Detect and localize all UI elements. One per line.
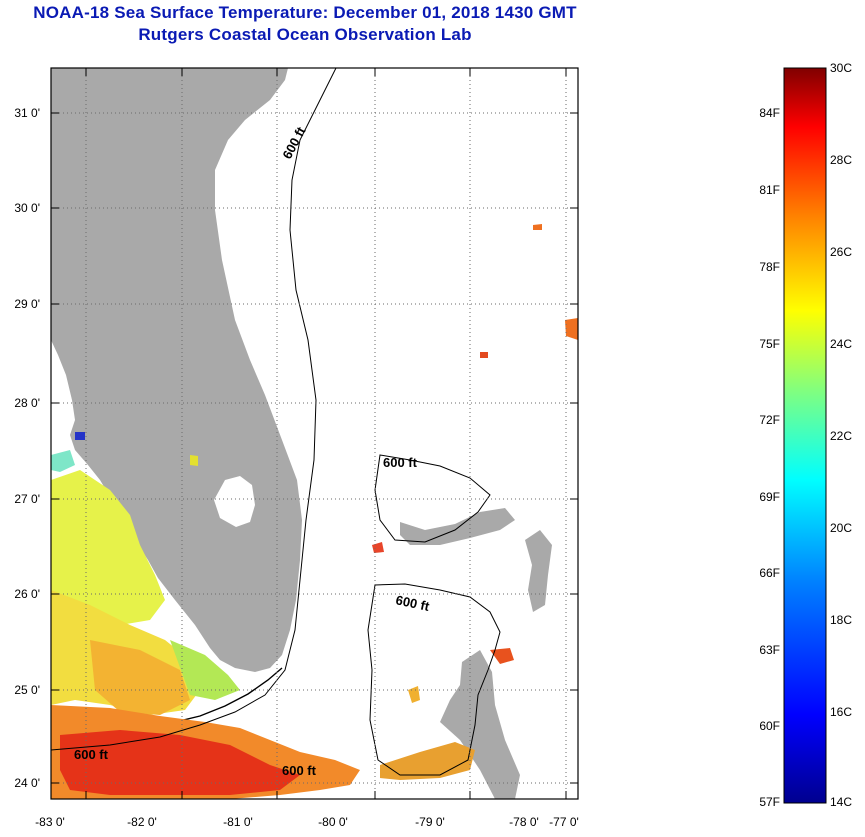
sst-map: 600 ft 600 ft 600 ft 600 ft 600 ft 31 0'… [14,67,579,829]
colorbar-f-label: 75F [759,337,780,351]
lon-label: -80 0' [318,815,348,829]
colorbar-c-label: 14C [830,795,852,809]
lon-label: -82 0' [127,815,157,829]
lon-label: -79 0' [415,815,445,829]
lon-label: -78 0' [509,815,539,829]
colorbar: 30C 28C 26C 24C 22C 20C 18C 16C 14C 84F … [700,60,865,832]
lat-label: 24 0' [14,776,40,790]
andros-land [440,650,520,799]
colorbar-svg: 30C 28C 26C 24C 22C 20C 18C 16C 14C 84F … [759,61,852,809]
colorbar-c-label: 20C [830,521,852,535]
colorbar-c-label: 16C [830,705,852,719]
colorbar-c-label: 28C [830,153,852,167]
colorbar-f-label: 57F [759,795,780,809]
map-svg: 600 ft 600 ft 600 ft 600 ft 600 ft 31 0'… [14,67,579,829]
lake-okeechobee [214,476,255,527]
colorbar-c-label: 24C [830,337,852,351]
lat-label: 29 0' [14,297,40,311]
lat-label: 27 0' [14,492,40,506]
lon-label: -77 0' [549,815,579,829]
colorbar-c-label: 22C [830,429,852,443]
contour-label: 600 ft [383,455,418,470]
axis-ticks [51,68,578,799]
colorbar-f-label: 69F [759,490,780,504]
lon-label: -83 0' [35,815,65,829]
colorbar-c-label: 30C [830,61,852,75]
grand-bahama-land [400,508,515,545]
map-border [50,67,579,800]
lat-label: 25 0' [14,683,40,697]
colorbar-f-label: 78F [759,260,780,274]
lat-label: 31 0' [14,106,40,120]
isobath-contours [51,68,501,776]
contour-label: 600 ft [394,592,431,614]
map-title: NOAA-18 Sea Surface Temperature: Decembe… [33,3,577,22]
map-subtitle: Rutgers Coastal Ocean Observation Lab [138,25,472,44]
colorbar-f-label: 63F [759,643,780,657]
lat-label: 30 0' [14,201,40,215]
abaco-land [525,530,552,612]
colorbar-gradient [783,67,827,804]
colorbar-f-label: 81F [759,183,780,197]
colorbar-c-label: 26C [830,245,852,259]
colorbar-f-label: 84F [759,106,780,120]
colorbar-c-label: 18C [830,613,852,627]
colorbar-f-label: 60F [759,719,780,733]
sst-patches [51,224,578,799]
lat-label: 28 0' [14,396,40,410]
contour-label: 600 ft [282,763,317,778]
colorbar-f-label: 66F [759,566,780,580]
contour-label: 600 ft [74,747,109,762]
lon-label: -81 0' [223,815,253,829]
colorbar-f-label: 72F [759,413,780,427]
lat-label: 26 0' [14,587,40,601]
